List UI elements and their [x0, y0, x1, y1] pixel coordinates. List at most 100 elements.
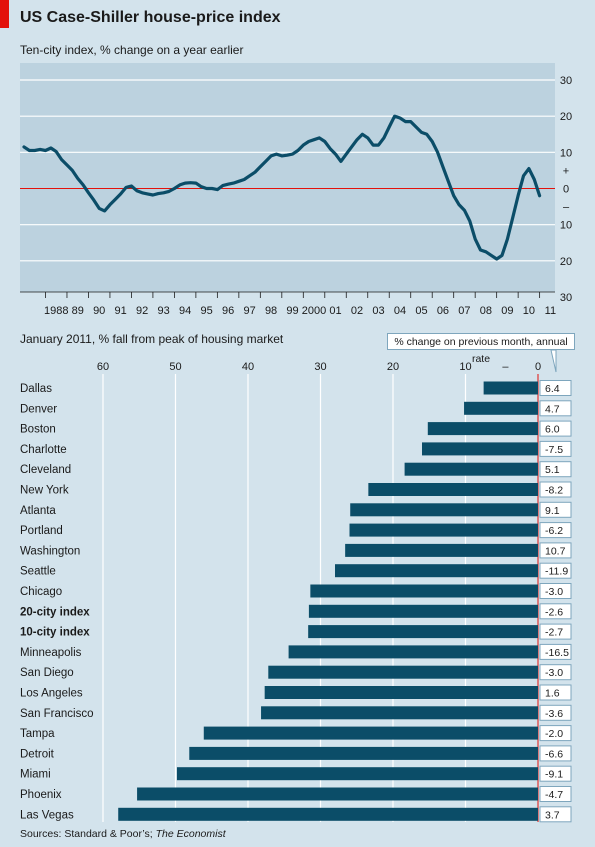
line-chart-x-tick-label: 89 — [72, 305, 84, 317]
bar-chart-category-label: Phoenix — [20, 789, 62, 801]
bar-chart-category-label: Minneapolis — [20, 647, 82, 659]
monthly-change-value: -3.0 — [545, 586, 563, 598]
line-chart-x-tick-label: 94 — [179, 305, 191, 317]
monthly-change-value: -11.9 — [545, 566, 568, 578]
monthly-change-box — [539, 603, 572, 620]
bar-chart-category-label: Denver — [20, 403, 57, 415]
bar-chart-category-label: Dallas — [20, 383, 52, 395]
line-chart-x-tick-label: 2000 — [302, 305, 326, 317]
monthly-change-value: 6.4 — [545, 383, 560, 395]
bar-chart-bar — [464, 401, 538, 415]
monthly-change-value: 5.1 — [545, 464, 560, 476]
bar-chart-bar — [422, 442, 538, 456]
bar-chart-bar — [137, 787, 538, 801]
monthly-change-pointer — [550, 349, 557, 373]
line-chart-y-tick-label: + — [563, 165, 569, 177]
bar-chart-x-tick-label: 50 — [169, 361, 181, 373]
bar-chart-bar — [368, 483, 538, 496]
bar-chart-x-tick-label: 40 — [242, 361, 254, 373]
monthly-change-value: 9.1 — [545, 505, 560, 517]
monthly-change-header: % change on previous month, annual rate — [387, 333, 575, 365]
bar-chart-bar — [118, 807, 538, 821]
monthly-change-value: -16.5 — [545, 647, 569, 659]
bar-chart-x-tick-label: 20 — [387, 361, 399, 373]
monthly-change-box — [539, 623, 572, 640]
bar-chart-bar — [308, 625, 538, 639]
monthly-change-value: -4.7 — [545, 789, 563, 801]
bar-chart-category-label: New York — [20, 485, 69, 497]
bar-chart-category-label: Charlotte — [20, 444, 67, 456]
monthly-change-value: -6.2 — [545, 525, 563, 537]
monthly-change-value: 6.0 — [545, 424, 560, 436]
line-chart-x-tick-label: 96 — [222, 305, 234, 317]
bar-chart-category-label: Detroit — [20, 748, 55, 760]
line-chart-y-tick-label: 20 — [560, 111, 572, 123]
page-title: US Case-Shiller house-price index — [20, 9, 281, 26]
line-chart-x-tick-label: 92 — [136, 305, 148, 317]
bar-chart-category-label: Cleveland — [20, 464, 71, 476]
monthly-change-value: -7.5 — [545, 444, 563, 456]
line-chart-x-tick-label: 04 — [394, 305, 406, 317]
line-chart-x-tick-label: 10 — [523, 305, 535, 317]
line-chart-x-tick-label: 95 — [200, 305, 212, 317]
bar-chart-category-label: 20-city index — [20, 606, 90, 618]
source-publication: The Economist — [155, 828, 226, 840]
bar-chart-bar — [261, 706, 538, 720]
line-chart-x-tick-label: 91 — [115, 305, 127, 317]
monthly-change-value: 10.7 — [545, 545, 566, 557]
bar-chart-category-label: San Diego — [20, 667, 74, 679]
bar-chart-bar — [427, 422, 538, 436]
monthly-change-box — [539, 583, 572, 599]
monthly-change-box — [539, 420, 572, 437]
bar-chart-x-tick-label: 30 — [314, 361, 326, 373]
monthly-change-value: -3.6 — [545, 708, 563, 720]
line-chart-x-tick-label: 05 — [415, 305, 427, 317]
bar-chart-category-label: Portland — [20, 525, 63, 537]
monthly-change-box — [539, 684, 572, 701]
bar-chart-category-label: Tampa — [20, 728, 55, 740]
source-note: Sources: Standard & Poor’s; The Economis… — [20, 828, 226, 840]
monthly-change-value: -3.0 — [545, 667, 563, 679]
monthly-change-value: -2.7 — [545, 627, 563, 639]
line-chart-y-tick-label: 30 — [560, 75, 572, 87]
bar-chart-bar — [308, 604, 538, 618]
monthly-change-box — [539, 461, 572, 478]
monthly-change-box — [539, 664, 572, 681]
monthly-change-box — [539, 400, 572, 417]
monthly-change-box — [539, 440, 572, 457]
bar-chart-category-label: Los Angeles — [20, 688, 83, 700]
monthly-change-box — [539, 380, 572, 396]
line-chart-x-tick-label: 1988 — [44, 305, 68, 317]
bar-chart-category-label: Las Vegas — [20, 809, 74, 821]
bar-chart-category-label: Boston — [20, 424, 56, 436]
monthly-change-box — [539, 522, 572, 539]
line-chart-y-tick-label: 20 — [560, 256, 572, 268]
bar-chart-x-tick-label: 10 — [459, 361, 471, 373]
bar-chart-bar — [310, 584, 538, 598]
bar-chart-x-tick-label: 60 — [97, 361, 109, 373]
monthly-change-box — [539, 745, 572, 762]
bar-chart-bar — [349, 523, 538, 537]
bar-chart-category-label: 10-city index — [20, 627, 90, 639]
bar-chart-bar — [350, 503, 538, 517]
brand-tab — [0, 0, 9, 28]
line-chart-y-tick-label: – — [563, 202, 570, 214]
bar-chart-bar — [203, 726, 538, 740]
monthly-change-value: -2.6 — [545, 606, 563, 618]
bar-chart-category-label: Washington — [20, 545, 80, 557]
monthly-change-value: -6.6 — [545, 748, 563, 760]
bar-chart-title: January 2011, % fall from peak of housin… — [20, 332, 284, 346]
line-chart-x-tick-label: 07 — [458, 305, 470, 317]
monthly-change-box — [539, 806, 572, 823]
bar-chart-x-tick-label: 0 — [535, 361, 541, 373]
bar-chart-category-label: Atlanta — [20, 505, 56, 517]
line-chart-x-tick-label: 98 — [265, 305, 277, 317]
bar-chart-category-label: Seattle — [20, 566, 56, 578]
line-chart-x-tick-label: 08 — [480, 305, 492, 317]
line-chart-series-line — [22, 114, 542, 261]
bar-chart-bar — [335, 564, 538, 578]
line-chart-y-tick-label: 30 — [560, 292, 572, 304]
monthly-change-box — [539, 562, 572, 579]
source-prefix: Sources: Standard & Poor’s; — [20, 828, 156, 840]
bar-chart-category-label: San Francisco — [20, 708, 94, 720]
